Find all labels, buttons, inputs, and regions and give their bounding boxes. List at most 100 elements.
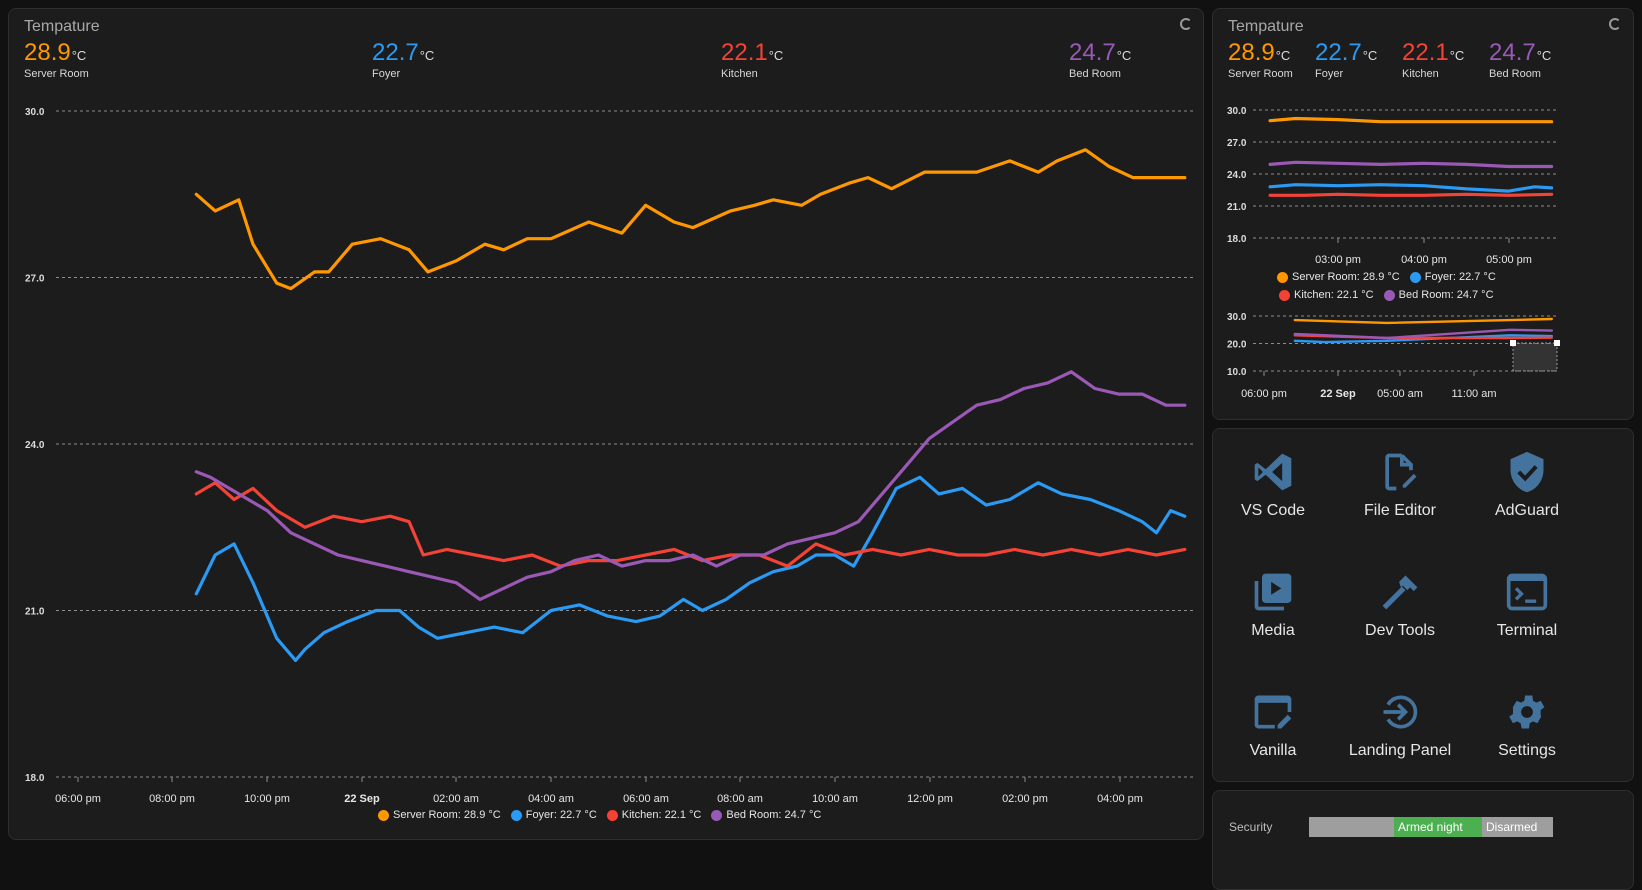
stat-name: Foyer [1315, 68, 1344, 80]
stat-kitchen: 22.1°C Kitchen [1402, 39, 1464, 80]
series-line-kitchen[interactable] [194, 481, 1187, 568]
legend-dot [1279, 289, 1290, 301]
brush-handle-left[interactable] [1510, 340, 1516, 346]
play-box-multiple-icon [1254, 573, 1292, 611]
refresh-icon[interactable] [1609, 18, 1621, 30]
legend-item[interactable]: Kitchen: 22.1 °C [1279, 289, 1374, 301]
stat-unit: °C [1362, 48, 1378, 63]
series-line-kitchen[interactable] [1268, 192, 1554, 197]
legend-item[interactable]: Server Room: 28.9 °C [378, 809, 501, 821]
x-tick-label: 08:00 pm [149, 793, 195, 805]
tile-file-editor[interactable]: File Editor [1340, 450, 1460, 520]
stat-value: 24.7 [1069, 39, 1116, 66]
alarm-segment-disarmed[interactable]: Disarmed [1482, 817, 1553, 837]
tile-label: Vanilla [1249, 742, 1297, 759]
y-tick-label: 24.0 [1227, 170, 1247, 181]
y-tick-label: 21.0 [1227, 202, 1247, 213]
refresh-icon[interactable] [1180, 18, 1192, 30]
tile-label: VS Code [1240, 502, 1306, 519]
y-tick-label: 27.0 [1227, 138, 1247, 149]
y-tick-label: 18.0 [25, 773, 45, 784]
legend-text: Kitchen: 22.1 °C [1294, 289, 1374, 301]
stat-unit: °C [1275, 48, 1291, 63]
brush-overview-chart[interactable]: 30.0 20.0 10.0 06:00 pm 22 Sep 05:00 am 11:00 … [1213, 9, 1634, 420]
small-legend-row-1: Server Room: 28.9 °C Foyer: 22.7 °C [1277, 271, 1496, 283]
series-line-server-room[interactable] [1268, 116, 1554, 124]
stat-value: 22.7 [1315, 39, 1362, 66]
series-line-foyer[interactable] [1268, 183, 1554, 193]
x-tick-label: 02:00 pm [1002, 793, 1048, 805]
tile-settings[interactable]: Settings [1467, 690, 1587, 760]
stat-value: 28.9 [1228, 39, 1275, 66]
y-tick-label: 18.0 [1227, 234, 1247, 245]
brush-selection[interactable] [1512, 342, 1558, 372]
tile-label: Terminal [1496, 622, 1558, 639]
stat-unit: °C [419, 48, 435, 63]
legend-item[interactable]: Foyer: 22.7 °C [1409, 271, 1496, 283]
tile-dev-tools[interactable]: Dev Tools [1340, 570, 1460, 640]
legend-item[interactable]: Kitchen: 22.1 °C [606, 809, 702, 821]
x-tick-label: 05:00 pm [1486, 254, 1532, 266]
file-edit-icon [1385, 453, 1417, 491]
main-temperature-chart[interactable]: 30.0 27.0 24.0 21.0 18.0 06:00 pm 08:00 pm 10:0… [9, 9, 1204, 840]
series-line-foyer[interactable] [1293, 334, 1553, 344]
y-tick-label: 21.0 [25, 607, 45, 618]
legend-text: Foyer: 22.7 °C [525, 809, 597, 821]
series-line-bed-room[interactable] [1293, 328, 1553, 340]
stat-name: Server Room [24, 68, 89, 80]
legend-dot [1277, 271, 1288, 283]
legend-item[interactable]: Bed Room: 24.7 °C [1383, 289, 1494, 301]
x-tick-label: 08:00 am [717, 793, 763, 805]
series-line-server-room[interactable] [1293, 317, 1553, 325]
legend-text: Foyer: 22.7 °C [1424, 271, 1496, 283]
main-temperature-card: Tempature 28.9°C Server Room 22.7°C Foye… [8, 8, 1204, 840]
y-tick-label: 27.0 [25, 274, 45, 285]
legend-item[interactable]: Bed Room: 24.7 °C [711, 809, 821, 821]
tile-media[interactable]: Media [1213, 570, 1333, 640]
series-line-bed-room[interactable] [1268, 160, 1554, 169]
x-tick-label: 04:00 am [528, 793, 574, 805]
x-tick-label: 10:00 am [812, 793, 858, 805]
x-tick-label: 02:00 am [433, 793, 479, 805]
x-tick-label: 04:00 pm [1097, 793, 1143, 805]
x-tick-label: 10:00 pm [244, 793, 290, 805]
series-line-bed-room[interactable] [194, 370, 1187, 602]
x-tick-label: 06:00 pm [55, 793, 101, 805]
tile-label: AdGuard [1494, 502, 1560, 519]
tile-vanilla[interactable]: Vanilla [1213, 690, 1333, 760]
tile-terminal[interactable]: Terminal [1467, 570, 1587, 640]
stat-value: 22.1 [721, 39, 768, 66]
x-tick-label: 03:00 pm [1315, 254, 1361, 266]
stat-value: 22.7 [372, 39, 419, 66]
legend-dot [1409, 271, 1421, 283]
legend-text: Kitchen: 22.1 °C [621, 809, 702, 821]
small-legend-row-2: Kitchen: 22.1 °C Bed Room: 24.7 °C [1279, 289, 1494, 301]
hammer-icon [1382, 575, 1418, 610]
x-tick-label: 04:00 pm [1401, 254, 1447, 266]
stat-bed-room: 24.7°C Bed Room [1069, 39, 1131, 80]
legend-dot [510, 809, 522, 821]
y-tick-label: 10.0 [1227, 367, 1247, 378]
stat-unit: °C [71, 48, 87, 63]
tile-landing-panel[interactable]: Landing Panel [1340, 690, 1460, 760]
x-tick-label: 11:00 am [1451, 388, 1496, 400]
legend-dot [1383, 289, 1395, 301]
small-temperature-card: Tempature 28.9°C Server Room 22.7°C Foye… [1212, 8, 1634, 420]
stat-server-room: 28.9°C Server Room [1228, 39, 1293, 80]
tile-adguard[interactable]: AdGuard [1467, 450, 1587, 520]
main-legend: Server Room: 28.9 °C Foyer: 22.7 °C Kitc… [378, 809, 821, 821]
tile-vs-code[interactable]: VS Code [1213, 450, 1333, 520]
brush-handle-right[interactable] [1554, 340, 1560, 346]
legend-dot [606, 809, 618, 821]
x-tick-label: 06:00 pm [1241, 388, 1287, 400]
legend-item[interactable]: Foyer: 22.7 °C [510, 809, 597, 821]
small-temperature-chart[interactable]: 30.0 27.0 24.0 21.0 18.0 03:00 pm 04:00 pm 05:0… [1213, 9, 1634, 420]
stat-value: 28.9 [24, 39, 71, 66]
series-line-foyer[interactable] [194, 475, 1187, 663]
stat-bed-room: 24.7°C Bed Room [1489, 39, 1551, 80]
alarm-segment-armed-night[interactable]: Armed night [1394, 817, 1482, 837]
login-icon [1383, 695, 1418, 729]
stat-name: Kitchen [721, 68, 758, 80]
series-line-server-room[interactable] [194, 148, 1187, 291]
legend-item[interactable]: Server Room: 28.9 °C [1277, 271, 1400, 283]
